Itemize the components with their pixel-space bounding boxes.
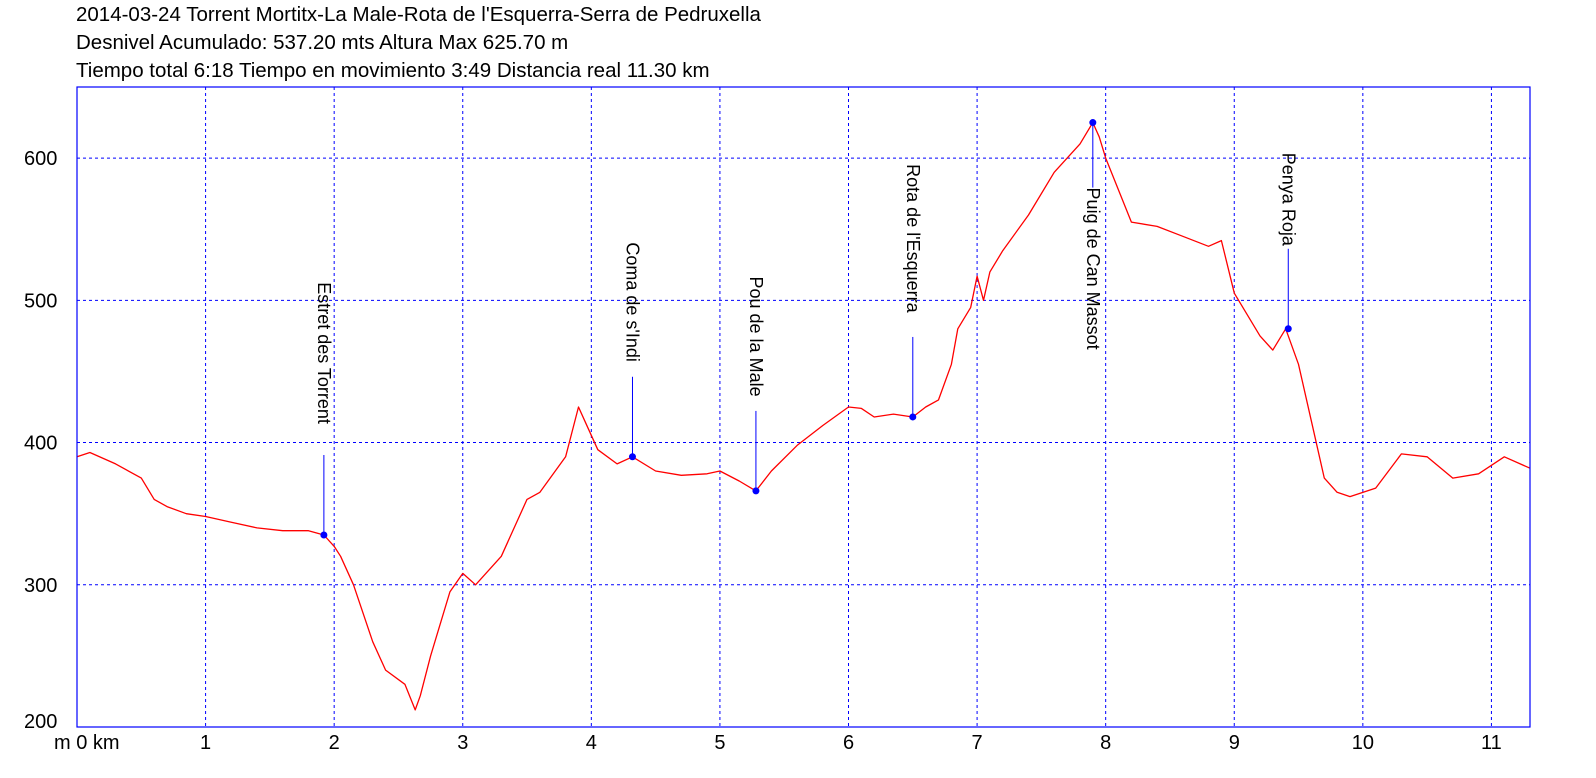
waypoint-label: Penya Roja bbox=[1278, 153, 1298, 247]
x-tick-label: 8 bbox=[1100, 732, 1111, 754]
x-tick-label: 4 bbox=[586, 732, 597, 754]
x-tick-label: 10 bbox=[1352, 732, 1374, 754]
waypoint-marker bbox=[628, 453, 636, 461]
waypoint-marker bbox=[1089, 119, 1097, 127]
waypoint-marker bbox=[909, 413, 917, 421]
waypoint-label: Puig de Can Massot bbox=[1083, 188, 1103, 350]
y-tick-label: 600 bbox=[24, 148, 57, 170]
chart-title-line-1: 2014-03-24 Torrent Mortitx-La Male-Rota … bbox=[76, 3, 761, 26]
waypoint-layer: Estret des Torrent Coma de s'Indi Pou de l… bbox=[314, 119, 1298, 539]
waypoint-label: Coma de s'Indi bbox=[622, 242, 642, 362]
chart-title-line-2: Desnivel Acumulado: 537.20 mts Altura Ma… bbox=[76, 31, 569, 54]
x-tick-label: 9 bbox=[1229, 732, 1240, 754]
x-tick-label: 11 bbox=[1481, 732, 1502, 754]
x-tick-label: 2 bbox=[329, 732, 340, 754]
x-origin-label: m 0 km bbox=[54, 732, 120, 754]
waypoint-marker bbox=[320, 531, 328, 539]
x-tick-label: 7 bbox=[972, 732, 983, 754]
line-layer bbox=[76, 121, 1531, 711]
waypoint-label: Estret des Torrent bbox=[314, 282, 334, 424]
waypoint-marker bbox=[1284, 325, 1292, 333]
x-tick-label: 5 bbox=[714, 732, 725, 754]
waypoint-label: Pou de la Male bbox=[746, 277, 766, 397]
waypoint-marker bbox=[752, 487, 760, 495]
x-tick-label: 3 bbox=[457, 732, 468, 754]
x-tick-label: 6 bbox=[843, 732, 854, 754]
chart-title-line-3: Tiempo total 6:18 Tiempo en movimiento 3… bbox=[76, 59, 710, 82]
x-tick-label: 1 bbox=[200, 732, 211, 754]
y-tick-label: 400 bbox=[24, 433, 57, 455]
axis-layer: 200 300 400 500 600 m 0 km 1 2 3 4 5 6 7 8 9 10 11 bbox=[24, 86, 1531, 754]
waypoint-label: Rota de l'Esquerra bbox=[903, 164, 923, 314]
plot-frame bbox=[76, 86, 1531, 728]
grid-layer bbox=[77, 87, 1530, 727]
y-tick-label: 500 bbox=[24, 290, 57, 312]
y-tick-label: 200 bbox=[24, 711, 57, 733]
elevation-line bbox=[76, 121, 1531, 711]
y-tick-label: 300 bbox=[24, 575, 57, 597]
